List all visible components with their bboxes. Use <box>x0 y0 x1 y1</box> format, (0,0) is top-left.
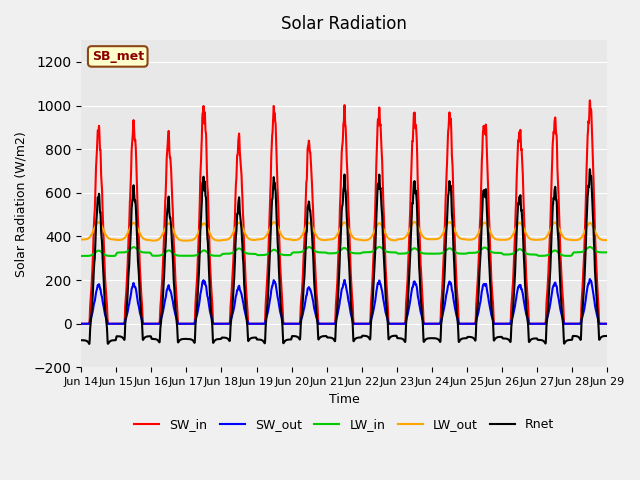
SW_in <box>604 321 611 326</box>
LW_in <box>371 247 378 253</box>
SW_out <box>497 321 505 326</box>
Title: Solar Radiation: Solar Radiation <box>282 15 407 33</box>
Line: SW_out: SW_out <box>81 279 607 324</box>
Rnet <box>77 337 85 343</box>
Rnet <box>557 297 565 302</box>
SW_out <box>604 321 611 326</box>
LW_in <box>497 250 505 256</box>
LW_out <box>604 237 611 243</box>
LW_in <box>77 253 85 259</box>
Text: SB_met: SB_met <box>92 50 144 63</box>
LW_out <box>557 231 565 237</box>
SW_in <box>497 321 505 326</box>
LW_in <box>359 250 367 255</box>
LW_in <box>572 250 580 255</box>
Rnet <box>572 333 580 339</box>
LW_out <box>371 227 379 233</box>
SW_in <box>224 321 232 326</box>
SW_in <box>77 321 85 326</box>
Legend: SW_in, SW_out, LW_in, LW_out, Rnet: SW_in, SW_out, LW_in, LW_out, Rnet <box>129 413 559 436</box>
SW_in <box>359 321 367 326</box>
SW_out <box>77 321 85 326</box>
LW_in <box>376 244 383 250</box>
SW_in <box>586 97 594 103</box>
SW_out <box>224 321 232 326</box>
LW_out <box>181 238 189 243</box>
SW_out <box>359 321 367 326</box>
SW_out <box>572 321 579 326</box>
LW_out <box>410 219 418 225</box>
Line: LW_in: LW_in <box>81 247 607 256</box>
SW_in <box>371 220 378 226</box>
Line: Rnet: Rnet <box>81 169 607 344</box>
SW_in <box>572 321 579 326</box>
SW_out <box>586 276 594 282</box>
LW_out <box>497 237 505 243</box>
SW_out <box>557 308 564 314</box>
Rnet <box>360 333 367 338</box>
SW_out <box>371 300 378 306</box>
LW_out <box>77 237 85 242</box>
LW_in <box>224 251 232 257</box>
X-axis label: Time: Time <box>329 393 360 406</box>
Rnet <box>85 341 93 347</box>
LW_in <box>604 250 611 255</box>
Rnet <box>497 334 505 340</box>
LW_in <box>557 252 565 257</box>
Line: SW_in: SW_in <box>81 100 607 324</box>
Rnet <box>604 333 611 339</box>
LW_out <box>572 237 580 243</box>
LW_out <box>224 236 232 242</box>
Line: LW_out: LW_out <box>81 222 607 240</box>
Rnet <box>224 336 232 342</box>
Rnet <box>371 256 379 262</box>
LW_out <box>360 238 367 243</box>
Y-axis label: Solar Radiation (W/m2): Solar Radiation (W/m2) <box>15 131 28 276</box>
SW_in <box>557 258 564 264</box>
Rnet <box>586 167 594 172</box>
